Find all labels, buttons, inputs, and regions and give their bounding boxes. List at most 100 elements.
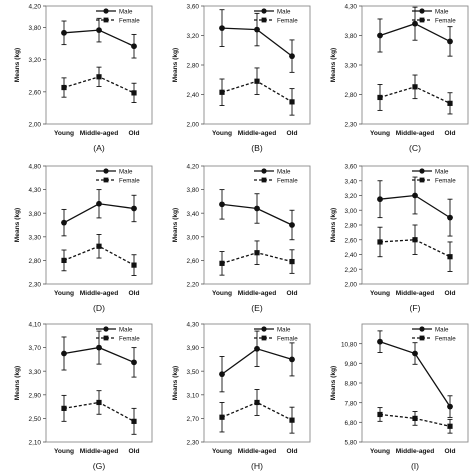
male-data-point [412,20,418,27]
legend-female-marker [261,17,267,23]
x-tick-label: Middle-aged [396,290,434,297]
legend-label: Female [119,177,140,184]
y-tick-label: 4,20 [187,164,200,171]
male-data-point [447,403,453,410]
x-tick-label: Young [370,130,390,137]
x-tick-label: Middle-aged [238,290,276,297]
y-tick-label: 3,90 [187,345,200,352]
female-data-point [289,258,295,265]
y-tick-label: 3,80 [187,187,200,194]
female-data-point [96,74,102,80]
female-data-point [447,423,453,429]
x-tick-label: Middle-aged [238,130,276,137]
y-tick-label: 3,60 [187,4,200,11]
legend-label: Male [435,326,449,333]
panel-label: (C) [409,143,421,153]
chart-panel: 5,80 6,80 7,80 8,80 9,80 10,80 Means (kg) Young… [330,323,469,471]
y-tick-label: 2,00 [345,282,358,289]
female-data-point [377,411,383,418]
y-axis-label: Means (kg) [172,208,179,242]
male-data-point [289,356,295,363]
legend-label: Female [435,17,456,24]
y-tick-label: 7,80 [345,400,358,407]
plot-frame [45,323,153,443]
y-tick-label: 5,80 [345,440,358,447]
y-tick-label: 3,40 [187,211,200,218]
male-data-point [61,29,67,36]
legend-label: Male [277,168,291,175]
male-data-point [377,338,383,345]
y-tick-label: 3,50 [187,369,200,376]
male-data-point [131,205,137,212]
legend-label: Female [277,177,298,184]
male-data-point [96,344,102,351]
x-tick-label: Young [54,290,74,297]
male-data-point [254,205,260,212]
panel-label: (B) [251,143,263,153]
chart-panel: 2,00 2,60 3,20 3,80 4,20 Means (kg) Young Middl… [14,4,153,153]
y-tick-label: 2,60 [29,89,42,96]
legend-male-marker [103,8,109,14]
y-tick-label: 3,80 [29,211,42,218]
y-tick-label: 3,30 [29,369,42,376]
x-tick-label: Middle-aged [80,448,118,455]
y-tick-label: 2,70 [187,416,200,423]
y-tick-label: 3,20 [345,193,358,200]
y-tick-label: 4,30 [187,322,200,329]
legend-label: Female [277,17,298,24]
legend-label: Male [435,8,449,15]
legend-female-marker [261,177,267,183]
panel-label: (I) [411,461,419,471]
legend-label: Female [435,335,456,342]
male-data-point [412,350,418,357]
male-data-point [289,222,295,228]
y-tick-label: 9,80 [345,361,358,368]
x-tick-label: Middle-aged [238,448,276,455]
y-tick-label: 4,30 [345,4,358,11]
legend-label: Male [119,8,133,15]
chart-panel: 2,00 2,20 2,40 2,60 2,80 3,00 3,20 3,40 3,60 Mean… [330,164,469,313]
chart-panel: 2,30 2,70 3,10 3,50 3,90 4,30 Means (kg) Young M… [172,322,311,471]
legend-male-marker [103,326,109,332]
plot-frame [45,5,153,125]
male-data-point [131,43,137,50]
x-tick-label: Young [370,448,390,455]
y-tick-label: 4,10 [29,322,42,329]
x-tick-label: Young [212,448,232,455]
legend-male-marker [103,168,109,174]
female-data-point [219,260,225,266]
female-data-point [61,84,67,91]
female-data-point [447,100,453,106]
male-data-point [289,53,295,60]
female-data-point [254,399,260,406]
y-axis-label: Means (kg) [172,366,179,400]
y-tick-label: 2,80 [29,258,42,265]
y-tick-label: 10,80 [341,341,357,348]
y-tick-label: 4,20 [29,4,42,11]
panel-label: (E) [251,303,263,313]
legend-male-marker [419,168,425,174]
x-tick-label: Young [54,130,74,137]
y-tick-label: 2,20 [187,282,200,289]
x-tick-label: Old [445,448,456,455]
chart-panel: 2,30 2,80 3,30 3,80 4,30 Means (kg) Young Middl… [330,4,469,153]
x-tick-label: Old [129,130,140,137]
y-tick-label: 3,30 [29,234,42,241]
female-data-point [61,257,67,263]
y-tick-label: 2,30 [29,282,42,289]
x-tick-label: Young [54,448,74,455]
x-tick-label: Old [129,448,140,455]
y-tick-label: 2,00 [187,122,200,129]
x-tick-label: Young [212,130,232,137]
x-tick-label: Old [287,448,298,455]
male-data-point [219,25,225,32]
female-data-point [96,243,102,249]
y-tick-label: 2,80 [345,223,358,230]
female-data-point [96,399,102,406]
legend-male-marker [419,8,425,14]
female-data-point [219,89,225,95]
male-data-point [219,201,225,208]
female-data-point [254,250,260,256]
panel-label: (H) [251,461,263,471]
legend-label: Male [277,326,291,333]
